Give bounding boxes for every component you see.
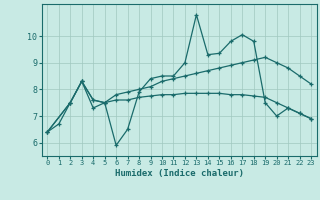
X-axis label: Humidex (Indice chaleur): Humidex (Indice chaleur) [115, 169, 244, 178]
